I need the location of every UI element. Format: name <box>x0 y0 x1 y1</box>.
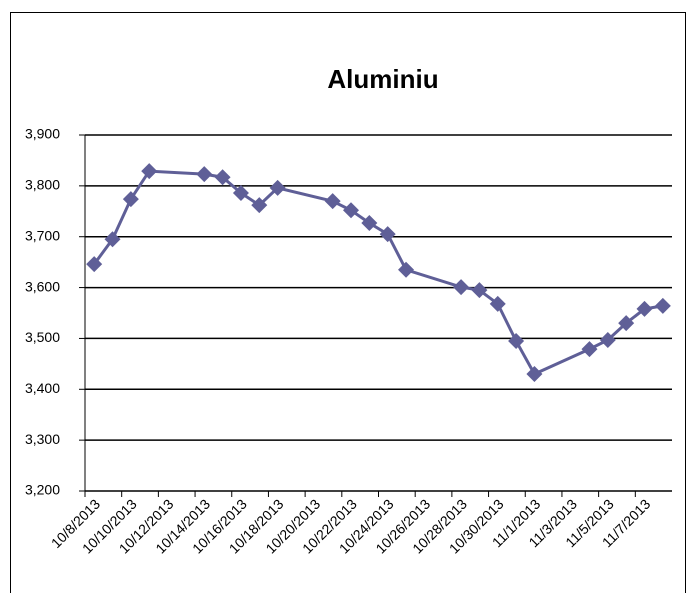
y-tick-label: 3,400 <box>25 380 60 396</box>
y-tick-label: 3,700 <box>25 227 60 243</box>
marker <box>508 332 525 349</box>
marker <box>324 193 341 210</box>
marker <box>654 297 671 314</box>
marker <box>342 202 359 219</box>
marker <box>122 191 139 208</box>
marker <box>526 366 543 383</box>
chart-title: Aluminiu <box>327 64 438 94</box>
marker <box>104 231 121 248</box>
marker <box>196 166 213 183</box>
y-tick-label: 3,200 <box>25 482 60 498</box>
marker <box>398 261 415 278</box>
marker <box>618 315 635 332</box>
marker <box>86 256 103 273</box>
marker <box>636 300 653 317</box>
marker <box>453 279 470 296</box>
y-tick-label: 3,500 <box>25 329 60 345</box>
y-tick-label: 3,300 <box>25 431 60 447</box>
y-tick-label: 3,800 <box>25 177 60 193</box>
chart-frame <box>10 12 686 593</box>
marker <box>269 179 286 196</box>
marker <box>599 331 616 348</box>
marker <box>141 163 158 180</box>
marker <box>489 295 506 312</box>
marker <box>361 214 378 231</box>
y-tick-label: 3,900 <box>25 126 60 142</box>
marker <box>251 197 268 214</box>
marker <box>232 184 249 201</box>
marker <box>581 341 598 358</box>
marker <box>214 169 231 186</box>
marker <box>379 226 396 243</box>
y-tick-label: 3,600 <box>25 278 60 294</box>
marker <box>471 282 488 299</box>
